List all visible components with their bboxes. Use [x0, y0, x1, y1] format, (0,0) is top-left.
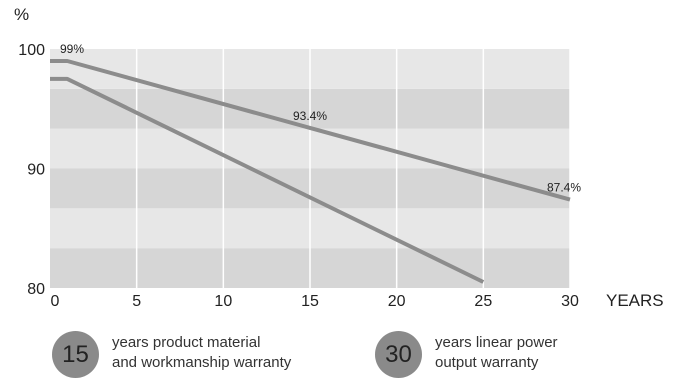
- chart-annotations: 99% 93.4% 87.4%: [60, 42, 581, 195]
- warranty-line-2: and workmanship warranty: [112, 353, 292, 371]
- x-tick-label: 15: [301, 293, 319, 310]
- y-tick-label: 80: [27, 281, 45, 298]
- warranty-badge-power: 30 years linear power output warranty: [375, 331, 558, 378]
- y-tick-label: 90: [27, 162, 45, 179]
- value-annotation: 87.4%: [547, 181, 581, 195]
- chart-series: [50, 59, 571, 284]
- value-annotation: 93.4%: [293, 109, 327, 123]
- warranty-line-1: years linear power: [435, 333, 558, 351]
- warranty-line-2: output warranty: [435, 353, 539, 371]
- y-tick-label: 100: [18, 42, 45, 59]
- warranty-description: years product material and workmanship w…: [112, 333, 291, 373]
- x-axis-label: YEARS: [606, 291, 664, 310]
- warranty-chart: 99% 93.4% 87.4% 0 5 10 15 20 25 30 80 90 100 % YEAR…: [14, 5, 664, 310]
- warranty-years-circle: 30: [375, 331, 422, 378]
- x-tick-label: 0: [51, 293, 60, 310]
- series-line: [50, 76, 485, 284]
- x-tick-label: 25: [474, 293, 492, 310]
- value-annotation: 99%: [60, 42, 84, 56]
- chart-gridlines: [135, 49, 571, 288]
- x-tick-label: 30: [561, 293, 579, 310]
- warranty-description: years linear power output warranty: [435, 333, 558, 373]
- y-axis-label: %: [14, 5, 29, 24]
- chart-ticks: 0 5 10 15 20 25 30 80 90 100: [18, 42, 579, 310]
- warranty-badge-product: 15 years product material and workmanshi…: [52, 331, 291, 378]
- series-line: [50, 59, 571, 202]
- x-tick-label: 10: [214, 293, 232, 310]
- x-tick-label: 20: [388, 293, 406, 310]
- warranty-line-1: years product material: [112, 333, 261, 351]
- x-tick-label: 5: [132, 293, 141, 310]
- warranty-years-circle: 15: [52, 331, 99, 378]
